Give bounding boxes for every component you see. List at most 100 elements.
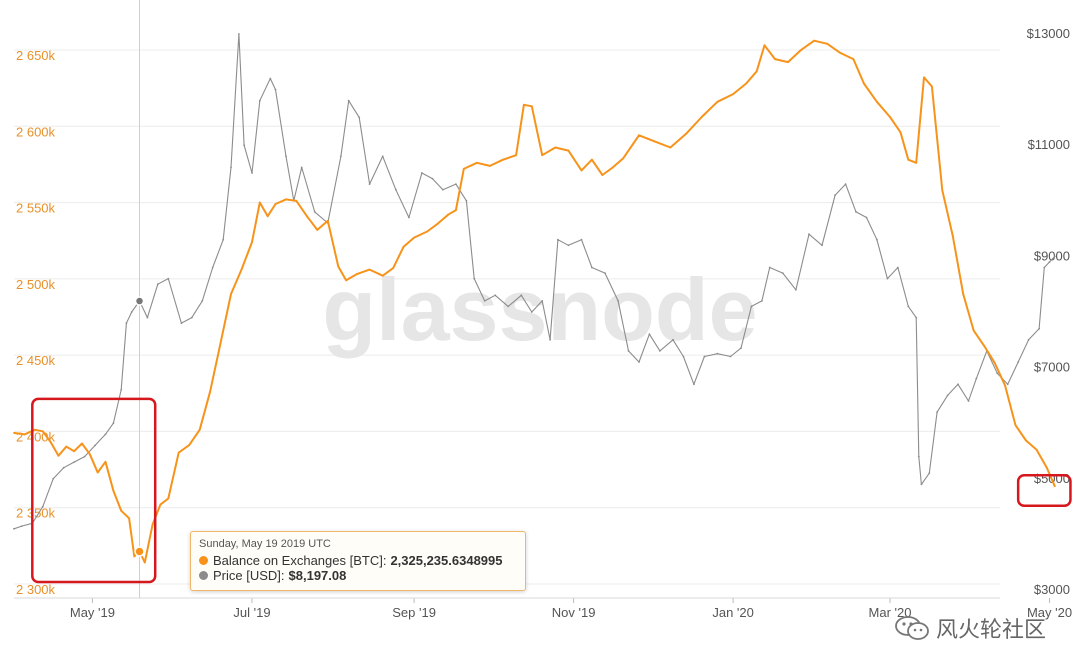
data-point — [209, 390, 212, 393]
data-point — [653, 140, 656, 143]
data-point — [465, 199, 468, 202]
highlight-box — [1016, 473, 1072, 507]
data-point — [112, 489, 115, 492]
data-point — [826, 42, 829, 45]
data-point — [219, 341, 222, 344]
data-point — [306, 215, 308, 218]
data-point — [1038, 327, 1040, 330]
data-point — [1006, 383, 1009, 386]
data-point — [993, 361, 996, 364]
data-point — [125, 322, 128, 324]
data-point — [808, 233, 810, 236]
data-point — [839, 52, 842, 54]
data-point — [381, 155, 384, 158]
data-point — [580, 238, 583, 241]
data-point — [285, 155, 287, 158]
data-point — [972, 329, 975, 332]
data-point — [957, 383, 959, 386]
data-point — [190, 316, 193, 319]
data-point — [700, 116, 703, 118]
data-point — [483, 300, 486, 302]
data-point — [951, 235, 954, 237]
y-left-tick-label: 2 650k — [16, 48, 56, 63]
data-point — [732, 93, 734, 95]
highlight-box — [31, 397, 157, 584]
data-point — [669, 146, 672, 149]
data-point — [617, 300, 619, 302]
data-point — [41, 505, 44, 508]
data-point — [494, 294, 497, 297]
data-point — [143, 561, 146, 564]
data-point — [20, 525, 23, 527]
data-point — [211, 266, 214, 269]
data-point — [52, 477, 55, 480]
data-point — [975, 377, 978, 380]
data-point — [1025, 439, 1027, 442]
data-point — [844, 183, 847, 186]
data-point — [159, 503, 162, 506]
data-point — [1017, 361, 1020, 363]
data-point — [462, 168, 465, 170]
tooltip-price-label: Price [USD]: — [213, 568, 285, 583]
data-point — [436, 222, 439, 225]
data-point — [269, 77, 272, 80]
data-point — [755, 70, 758, 73]
tooltip-row-balance: Balance on Exchanges [BTC]: 2,325,235.63… — [199, 553, 517, 568]
data-point — [740, 347, 742, 349]
price-marker — [134, 296, 145, 306]
data-point — [274, 88, 277, 91]
data-point — [638, 361, 640, 363]
data-point — [23, 433, 26, 436]
data-point — [604, 272, 606, 274]
data-point — [408, 216, 410, 219]
data-point — [188, 444, 191, 446]
data-point — [295, 200, 298, 202]
data-point — [473, 277, 476, 280]
data-point — [96, 471, 99, 474]
data-point — [763, 44, 766, 47]
data-point — [104, 460, 107, 463]
footer-brand: 风火轮社区 — [894, 612, 1046, 644]
data-point — [394, 188, 397, 191]
data-point — [915, 316, 918, 319]
data-point — [251, 241, 253, 244]
tooltip-price-value: $8,197.08 — [288, 568, 347, 583]
data-point — [112, 422, 115, 425]
data-point — [761, 300, 763, 302]
data-point — [567, 149, 570, 152]
data-point — [716, 100, 719, 103]
data-point — [1048, 261, 1051, 263]
data-point — [167, 277, 170, 280]
data-point — [347, 99, 350, 102]
data-point — [928, 472, 931, 475]
data-point — [240, 268, 243, 271]
price-series — [13, 33, 1056, 530]
data-point — [201, 300, 204, 302]
data-point — [876, 238, 878, 241]
data-point — [693, 383, 695, 386]
data-point — [1004, 384, 1006, 387]
data-point — [889, 116, 891, 118]
data-point — [821, 244, 823, 247]
data-point — [222, 238, 225, 241]
data-point — [515, 154, 517, 157]
data-point — [865, 216, 868, 219]
y-right-tick-label: $9000 — [1034, 248, 1070, 263]
data-point — [703, 355, 706, 358]
data-point — [672, 338, 674, 341]
data-point — [455, 209, 457, 212]
data-point — [146, 316, 149, 319]
data-point — [13, 432, 15, 434]
balance-dot-icon — [199, 556, 208, 565]
data-point — [73, 450, 75, 453]
data-point — [177, 451, 180, 454]
y-left-tick-label: 2 350k — [16, 506, 56, 521]
data-point — [876, 100, 878, 103]
data-point — [402, 245, 405, 248]
data-point — [198, 428, 201, 431]
data-point — [230, 166, 232, 169]
data-point — [622, 157, 625, 160]
data-point — [886, 277, 889, 280]
data-point — [358, 116, 361, 119]
